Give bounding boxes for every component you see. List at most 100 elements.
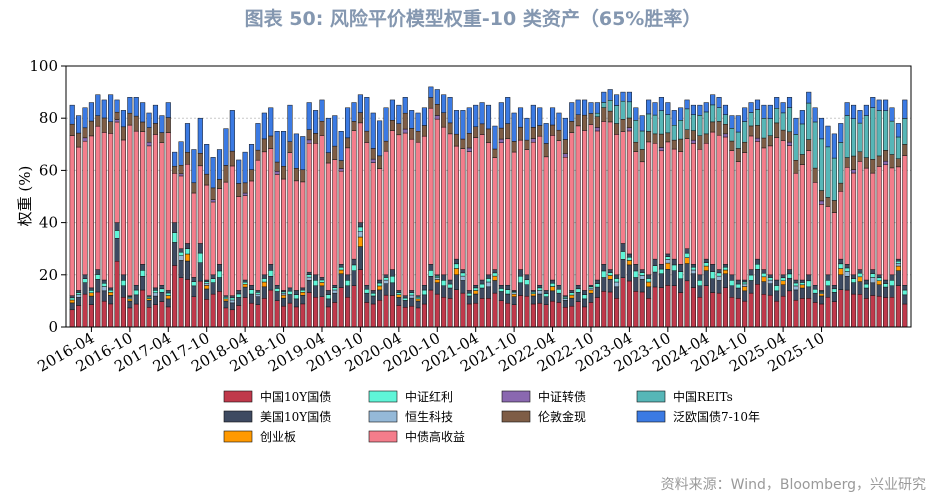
bar-segment-hy <box>485 142 492 276</box>
bar-segment-gold <box>710 121 716 133</box>
bar-segment-reits <box>690 114 697 131</box>
bar-segment-reits <box>844 115 850 158</box>
bar-month-4 <box>95 94 101 328</box>
bar-segment-us10y <box>799 279 805 283</box>
bar-segment-us10y <box>300 287 306 291</box>
bar-segment-us10y <box>806 274 812 282</box>
bar-segment-chinext <box>146 298 152 301</box>
bar-segment-us10y <box>377 289 383 301</box>
bar-segment-gold <box>505 123 511 139</box>
bar-segment-gold <box>812 167 818 183</box>
bar-segment-eu_bond <box>229 110 235 152</box>
bar-segment-us10y <box>895 258 901 262</box>
bar-segment-hstech <box>639 275 645 280</box>
bar-segment-csi_dividend <box>229 297 235 301</box>
bar-segment-hy <box>889 167 895 276</box>
bar-segment-csi_dividend <box>729 280 735 287</box>
bar-month-52 <box>402 97 408 328</box>
bar-segment-us10y <box>575 284 581 290</box>
bar-segment-us10y <box>69 302 75 311</box>
bar-segment-gold <box>216 179 223 189</box>
bar-segment-hy <box>293 180 299 291</box>
bar-segment-csi_dividend <box>614 278 620 283</box>
bar-segment-cn10y <box>793 299 799 328</box>
bar-month-22 <box>210 157 216 328</box>
bar-segment-csi_dividend <box>870 273 876 278</box>
bar-segment-gold <box>140 121 146 132</box>
bar-segment-us10y <box>325 298 331 308</box>
bar-segment-cn10y <box>268 289 274 328</box>
bar-segment-cn10y <box>870 295 876 328</box>
bar-segment-hy <box>146 145 152 296</box>
bar-segment-us10y <box>332 292 338 303</box>
bar-segment-us10y <box>370 295 376 305</box>
bar-segment-csi_dividend <box>133 289 139 296</box>
bar-segment-csi_dividend <box>402 297 408 301</box>
bar-month-110 <box>774 97 780 328</box>
bar-segment-us10y <box>114 238 120 262</box>
legend-item-cn10y: 中国10Y国债 <box>223 389 331 404</box>
bar-segment-cn10y <box>537 302 543 328</box>
bar-segment-gold <box>831 200 837 213</box>
bar-segment-us10y <box>389 269 395 277</box>
bar-segment-us10y <box>505 284 511 290</box>
bar-segment-hy <box>101 132 107 281</box>
y-axis: 0 20 40 60 80 100 <box>29 57 66 336</box>
bar-segment-us10y <box>409 297 415 307</box>
bar-segment-cn10y <box>748 292 754 328</box>
bar-segment-eu_bond <box>293 133 299 169</box>
bar-segment-gold <box>409 128 415 140</box>
bar-segment-us10y <box>409 290 415 294</box>
bar-segment-gold <box>735 148 741 162</box>
bar-segment-gold <box>191 182 197 194</box>
bar-segment-us10y <box>268 264 274 271</box>
bar-segment-us10y <box>255 290 261 293</box>
bar-segment-gold <box>101 117 107 133</box>
bar-segment-us10y <box>633 277 639 292</box>
bar-segment-hy <box>825 206 831 276</box>
bar-segment-reits <box>614 105 620 124</box>
bar-segment-hstech <box>204 282 210 286</box>
bar-segment-cn10y <box>549 300 556 328</box>
bar-month-94 <box>671 110 677 328</box>
bar-segment-chinext <box>357 236 363 247</box>
bar-segment-eu_bond <box>511 112 517 142</box>
bar-month-56 <box>428 86 434 328</box>
bar-segment-eu_bond <box>236 159 242 184</box>
bar-segment-us10y <box>255 296 261 305</box>
bar-segment-reits <box>594 112 600 117</box>
bar-segment-reits <box>735 131 741 149</box>
bar-segment-us10y <box>505 293 511 304</box>
bar-segment-gold <box>95 115 101 127</box>
bar-segment-cn10y <box>889 297 895 328</box>
bar-segment-gold <box>332 145 338 160</box>
bar-segment-us10y <box>735 287 741 299</box>
bar-segment-hstech <box>76 294 82 298</box>
bar-segment-cn10y <box>453 289 460 328</box>
bar-segment-gold <box>197 153 203 167</box>
bar-segment-eu_bond <box>338 131 344 161</box>
bar-segment-csi_dividend <box>761 272 767 278</box>
bar-segment-reits <box>761 118 767 139</box>
bar-segment-hy <box>883 164 889 281</box>
bar-month-130 <box>902 99 908 328</box>
bar-segment-csi_dividend <box>780 277 786 282</box>
bar-segment-hy <box>338 170 344 265</box>
bar-segment-eu_bond <box>485 104 492 130</box>
bar-segment-reits <box>722 114 729 125</box>
bar-segment-cn10y <box>460 292 466 328</box>
bar-segment-csi_dividend <box>178 251 184 256</box>
bar-segment-cb <box>851 169 857 174</box>
bar-segment-chinext <box>415 298 421 302</box>
bar-segment-gold <box>895 158 901 168</box>
bar-segment-csi_dividend <box>806 280 812 288</box>
bar-segment-gold <box>665 132 671 143</box>
bar-segment-gold <box>364 130 370 143</box>
bar-segment-cn10y <box>774 300 780 328</box>
bar-month-75 <box>549 107 556 328</box>
bar-segment-gold <box>76 132 82 148</box>
bar-segment-csi_dividend <box>184 248 191 255</box>
bar-segment-csi_dividend <box>69 297 75 301</box>
y-tick-label: 80 <box>39 109 58 127</box>
bar-month-37 <box>306 102 312 328</box>
